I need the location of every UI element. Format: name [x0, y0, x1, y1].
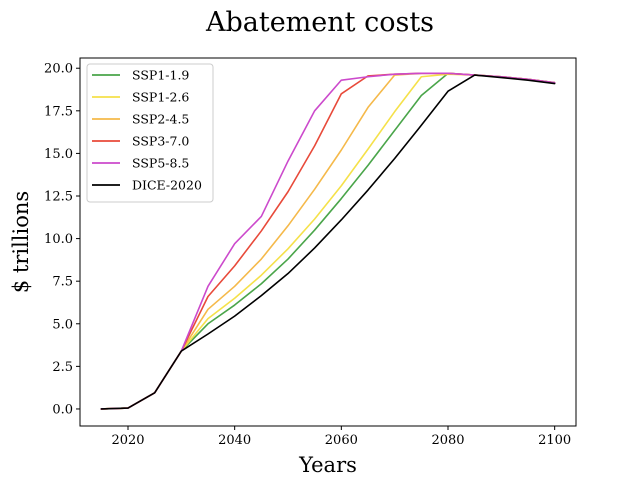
- plot-area: [100, 72, 556, 410]
- y-tick-label: 20.0: [44, 62, 73, 77]
- legend-label: SSP1-1.9: [132, 68, 189, 83]
- legend-label: SSP5-8.5: [132, 156, 189, 171]
- chart-title: Abatement costs: [205, 7, 434, 38]
- y-tick-label: 17.5: [44, 104, 73, 119]
- legend-box: [86, 63, 214, 203]
- legend-label: SSP2-4.5: [132, 112, 189, 127]
- legend-label: SSP3-7.0: [132, 134, 189, 149]
- legend-label: SSP1-2.6: [132, 90, 189, 105]
- y-tick-label: 0.0: [52, 402, 73, 417]
- x-tick-label: 2100: [538, 433, 571, 448]
- x-tick-label: 2080: [431, 433, 464, 448]
- y-axis-title: $ trillions: [9, 191, 33, 293]
- y-tick-label: 15.0: [44, 147, 73, 162]
- x-axis-title: Years: [298, 453, 357, 477]
- y-tick-label: 7.5: [52, 275, 73, 290]
- y-tick-label: 10.0: [44, 232, 73, 247]
- y-axis: 0.0 2.5 5.0 7.5 10.0 12.5 15.0 17.5 20.0: [44, 62, 80, 417]
- y-tick-label: 5.0: [52, 317, 73, 332]
- plot-frame: [79, 57, 577, 427]
- series-line-dice-2020: [100, 74, 556, 410]
- x-tick-label: 2020: [111, 433, 144, 448]
- x-tick-label: 2060: [325, 433, 358, 448]
- y-tick-label: 12.5: [44, 190, 73, 205]
- legend-label: DICE-2020: [132, 178, 202, 193]
- legend: SSP1-1.9 SSP1-2.6 SSP2-4.5 SSP3-7.0 SSP5-8.5…: [86, 63, 214, 203]
- x-tick-label: 2040: [218, 433, 251, 448]
- x-axis: 2020 2040 2060 2080 2100: [111, 426, 571, 448]
- y-tick-label: 2.5: [52, 360, 73, 375]
